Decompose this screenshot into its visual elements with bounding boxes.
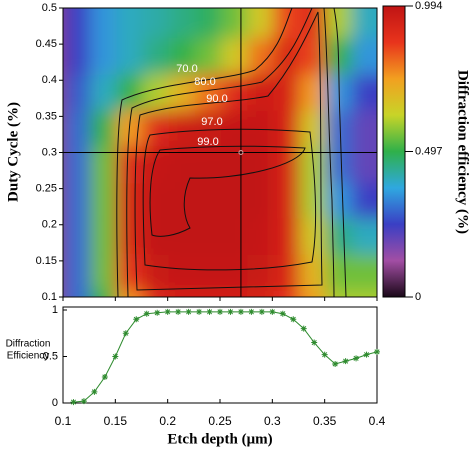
data-marker — [185, 308, 192, 315]
colorbar-label: Diffraction efficiency (%) — [455, 70, 471, 234]
plot-frame — [62, 306, 378, 404]
x-tick-label: 0.3 — [264, 414, 281, 428]
y-tick-label: 0.25 — [36, 183, 57, 195]
x-tick-label: 0.35 — [313, 414, 337, 428]
x-tick-label: 0.4 — [369, 414, 386, 428]
colorbar-tick-label: 0.497 — [415, 145, 443, 157]
data-marker — [342, 358, 349, 365]
data-marker — [70, 399, 77, 406]
data-marker — [248, 308, 255, 315]
data-marker — [321, 351, 328, 358]
data-marker — [80, 398, 87, 405]
data-line — [73, 311, 378, 403]
contour-label: 97.0 — [201, 116, 222, 128]
data-marker — [269, 308, 276, 315]
data-marker — [217, 308, 223, 315]
data-marker — [227, 308, 234, 315]
y-tick-label: 0.1 — [42, 291, 57, 303]
y-tick-label: 0.35 — [36, 110, 57, 122]
x-tick-label: 0.15 — [104, 414, 128, 428]
data-marker — [363, 351, 370, 358]
data-marker — [290, 316, 297, 323]
data-marker — [122, 330, 129, 337]
data-marker — [279, 310, 286, 317]
data-marker — [164, 308, 171, 315]
data-marker — [332, 360, 339, 367]
contour-line — [149, 145, 306, 237]
data-marker — [237, 308, 244, 315]
data-marker — [91, 388, 98, 395]
data-marker — [311, 339, 318, 346]
data-marker — [154, 309, 161, 316]
y-axis-label: Diffraction — [6, 339, 51, 350]
heat-cell — [351, 8, 377, 39]
colorbar-tick-label: 0.994 — [415, 0, 443, 12]
colorbar-tick-label: 0 — [415, 291, 421, 303]
data-marker — [353, 355, 360, 362]
y-tick-label: 0.4 — [42, 74, 57, 86]
contour-label: 80.0 — [194, 76, 215, 88]
data-marker — [374, 348, 380, 355]
contour-line — [134, 11, 323, 291]
x-tick-label: 0.25 — [208, 414, 232, 428]
data-marker — [175, 308, 182, 315]
contour-label: 70.0 — [176, 63, 197, 75]
data-marker — [112, 353, 119, 360]
x-tick-label: 0.2 — [159, 414, 176, 428]
y-tick-label: 0 — [52, 397, 58, 409]
y-tick-label: 0.5 — [43, 350, 58, 362]
y-axis-label: Efficiency — [7, 351, 50, 362]
y-tick-label: 1 — [52, 304, 58, 316]
y-axis-label: Duty Cycle (%) — [5, 102, 21, 202]
data-marker — [206, 308, 213, 315]
data-marker — [300, 325, 307, 332]
colorbar — [382, 5, 406, 298]
data-marker — [101, 373, 108, 380]
contour-line — [126, 8, 335, 297]
contour-line — [116, 8, 347, 297]
y-tick-label: 0.5 — [42, 2, 57, 14]
y-tick-label: 0.3 — [42, 146, 57, 158]
crosshair-point — [238, 150, 244, 155]
y-tick-label: 0.2 — [42, 219, 57, 231]
x-tick-label: 0.1 — [55, 414, 72, 428]
data-marker — [196, 308, 203, 315]
data-marker — [258, 308, 265, 315]
contour-label: 99.0 — [197, 136, 218, 148]
data-marker — [143, 310, 150, 317]
data-marker — [133, 316, 140, 323]
contour-line — [142, 128, 316, 271]
y-tick-label: 0.15 — [36, 255, 57, 267]
y-tick-label: 0.45 — [36, 38, 57, 50]
heatmap-cells — [63, 8, 377, 297]
x-axis-label: Etch depth (μm) — [167, 431, 272, 447]
heatmap: 70.080.0 90.0 97.0 99.0 — [63, 8, 377, 297]
contour-label: 90.0 — [206, 93, 227, 105]
